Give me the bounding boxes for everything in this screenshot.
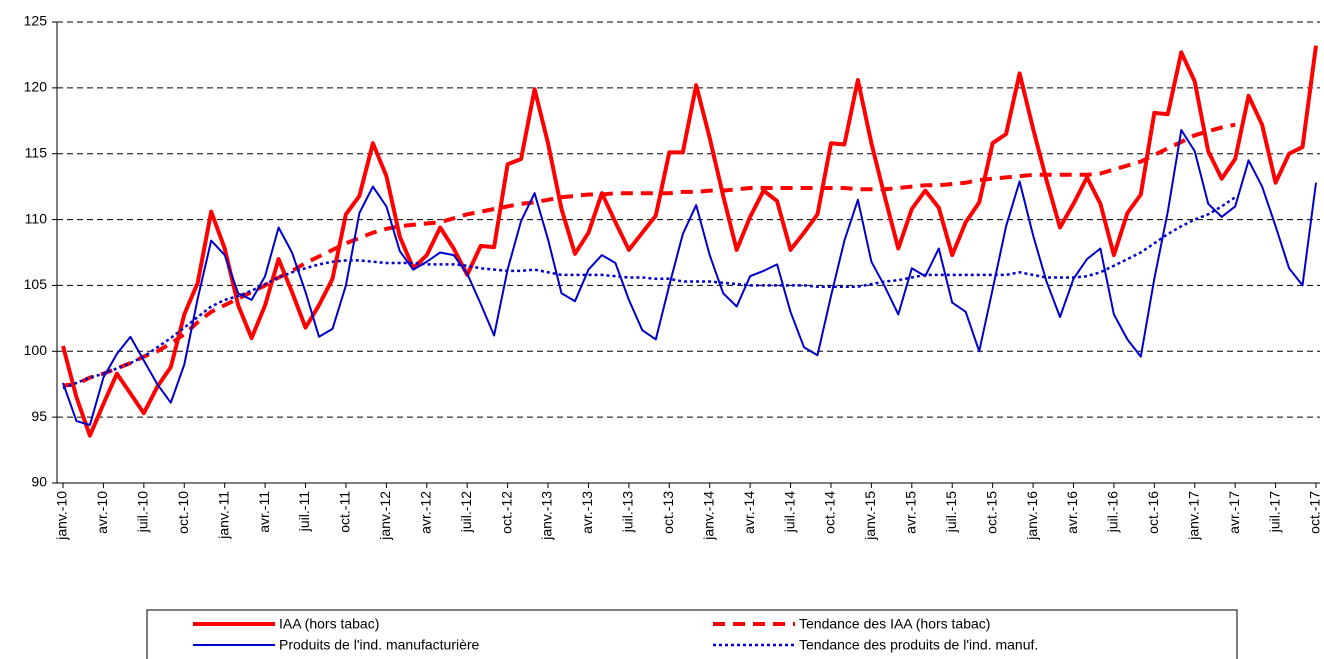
x-tick-label: janv.-16 [1024, 491, 1040, 541]
x-tick-label: avr.-10 [94, 491, 110, 534]
x-tick-label: juil.-14 [781, 491, 797, 533]
legend-label: Tendance des IAA (hors tabac) [799, 616, 990, 632]
y-tick-label: 110 [25, 210, 48, 226]
x-tick-label: janv.-13 [539, 491, 555, 541]
x-tick-label: oct.-12 [498, 491, 514, 534]
x-tick-label: oct.-17 [1307, 491, 1323, 534]
x-tick-label: avr.-17 [1226, 491, 1242, 534]
series-line [62, 196, 1236, 390]
x-tick-label: avr.-12 [417, 491, 433, 534]
x-tick-label: oct.-15 [983, 491, 999, 534]
x-tick-label: avr.-15 [903, 491, 919, 534]
y-tick-label: 95 [31, 408, 47, 424]
x-tick-label: avr.-16 [1064, 491, 1080, 534]
x-tick-label: juil.-16 [1105, 491, 1121, 533]
x-tick-label: juil.-10 [135, 491, 151, 533]
x-tick-label: janv.-11 [215, 491, 231, 540]
y-tick-label: 120 [24, 79, 48, 95]
x-tick-label: janv.-15 [862, 491, 878, 541]
y-tick-label: 100 [24, 342, 48, 358]
x-tick-label: janv.-10 [54, 491, 70, 541]
y-tick-label: 125 [24, 13, 48, 29]
x-tick-label: janv.-14 [700, 491, 716, 541]
series-line [62, 122, 1236, 388]
x-tick-label: juil.-11 [296, 491, 312, 532]
x-tick-label: oct.-10 [175, 491, 191, 534]
series-line [62, 129, 1317, 426]
x-tick-label: juil.-15 [943, 491, 959, 533]
legend-box [146, 609, 1238, 659]
series-line [61, 45, 1318, 438]
legend-label: Produits de l'ind. manufacturière [279, 637, 480, 653]
y-tick-label: 115 [25, 144, 48, 160]
x-tick-label: janv.-12 [377, 491, 393, 541]
legend-label: Tendance des produits de l'ind. manuf. [799, 637, 1038, 653]
x-tick-label: janv.-17 [1185, 491, 1201, 541]
y-tick-label: 90 [31, 474, 47, 490]
x-tick-label: juil.-13 [620, 491, 636, 533]
x-tick-label: oct.-13 [660, 491, 676, 534]
x-tick-label: avr.-14 [741, 491, 757, 534]
x-tick-label: avr.-11 [256, 491, 272, 533]
y-tick-label: 105 [24, 276, 48, 292]
x-tick-label: juil.-12 [458, 491, 474, 533]
x-tick-label: oct.-11 [337, 491, 353, 533]
x-tick-label: oct.-16 [1145, 491, 1161, 534]
legend-label: IAA (hors tabac) [279, 616, 379, 632]
x-tick-label: juil.-17 [1266, 491, 1282, 533]
x-tick-label: avr.-13 [579, 491, 595, 534]
x-tick-label: oct.-14 [822, 491, 838, 534]
